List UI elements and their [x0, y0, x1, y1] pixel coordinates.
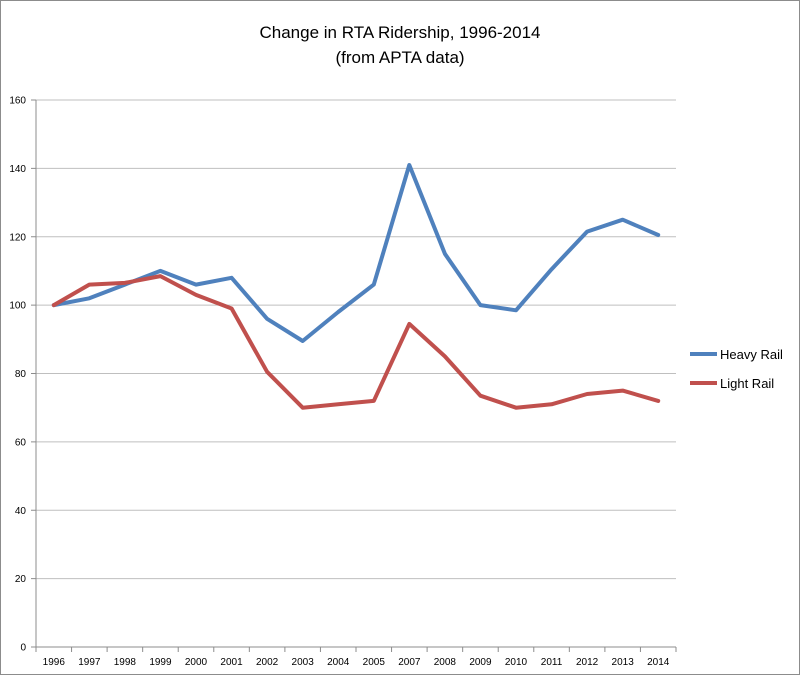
x-tick-label: 2003	[292, 657, 315, 668]
y-tick-label: 0	[20, 643, 26, 654]
x-tick-label: 2014	[647, 657, 670, 668]
y-tick-label: 160	[9, 96, 26, 107]
y-tick-labels: 0 20 40 60 80 100 120 140 160	[9, 96, 26, 654]
x-tick-labels: 1996 1997 1998 1999 2000 2001 2002 2003 2004 2005…	[43, 657, 670, 668]
x-tick-label: 2011	[541, 657, 563, 668]
x-tick-label: 2012	[576, 657, 599, 668]
x-tick-label: 2007	[398, 657, 421, 668]
series-line-light-rail	[51, 274, 661, 410]
x-tick-label: 2001	[220, 657, 243, 668]
x-tick-label: 2010	[505, 657, 528, 668]
x-tick-label: 2002	[256, 657, 279, 668]
y-tick-label: 140	[9, 164, 26, 175]
y-tick-label: 100	[9, 301, 26, 312]
y-tick-label: 40	[15, 506, 27, 517]
y-tick-label: 60	[15, 437, 27, 448]
x-tick-label: 2008	[434, 657, 457, 668]
series-line-heavy-rail	[51, 163, 661, 343]
gridlines	[36, 99, 676, 580]
y-tick-label: 120	[9, 232, 26, 243]
axes	[31, 99, 677, 652]
x-tick-label: 2009	[469, 657, 492, 668]
y-tick-label: 80	[15, 369, 27, 380]
x-tick-label: 1998	[114, 657, 137, 668]
x-tick-label: 2005	[363, 657, 386, 668]
x-tick-label: 2013	[612, 657, 635, 668]
x-tick-label: 1996	[43, 657, 66, 668]
legend-label-light-rail: Light Rail	[720, 376, 774, 391]
x-tick-label: 2004	[327, 657, 350, 668]
chart-title-line-1: Change in RTA Ridership, 1996-2014	[260, 23, 541, 42]
x-tick-label: 1997	[78, 657, 101, 668]
y-tick-label: 20	[15, 574, 27, 585]
chart-title-line-2: (from APTA data)	[335, 48, 464, 67]
series-lines	[51, 163, 661, 410]
x-tick-label: 1999	[149, 657, 172, 668]
legend: Heavy Rail Light Rail	[690, 347, 783, 391]
legend-label-heavy-rail: Heavy Rail	[720, 347, 783, 362]
x-tick-label: 2000	[185, 657, 208, 668]
